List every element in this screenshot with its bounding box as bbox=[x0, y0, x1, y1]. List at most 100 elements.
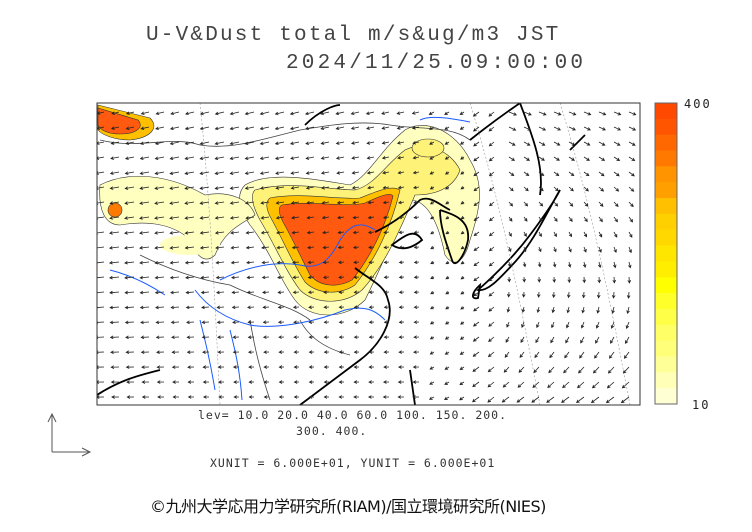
wind-arrow bbox=[231, 305, 240, 310]
colorbar-band bbox=[655, 340, 677, 357]
wind-arrow bbox=[154, 290, 165, 295]
wind-arrow bbox=[154, 260, 165, 265]
wind-arrow bbox=[108, 260, 120, 265]
wind-arrow bbox=[124, 156, 135, 160]
wind-arrow bbox=[201, 320, 210, 325]
wind-arrow bbox=[350, 111, 360, 116]
wind-arrow bbox=[472, 351, 480, 357]
wind-arrow bbox=[568, 186, 574, 192]
wind-arrow bbox=[613, 231, 618, 238]
wind-arrow bbox=[538, 126, 547, 131]
wind-arrow bbox=[321, 215, 330, 220]
wind-arrow bbox=[459, 336, 465, 340]
wind-arrow bbox=[506, 321, 510, 328]
wind-arrow bbox=[184, 186, 195, 190]
wind-arrow bbox=[352, 230, 360, 235]
wind-arrow bbox=[323, 320, 330, 324]
wind-arrow bbox=[445, 260, 450, 265]
wind-arrow bbox=[171, 365, 180, 369]
wind-arrow bbox=[214, 186, 225, 190]
wind-arrow bbox=[533, 366, 540, 374]
wind-arrow bbox=[445, 245, 450, 250]
wind-arrow bbox=[445, 201, 450, 205]
vector-units: XUNIT = 6.000E+01, YUNIT = 6.000E+01 bbox=[210, 456, 496, 470]
wind-arrow bbox=[184, 156, 195, 161]
wind-arrow bbox=[140, 126, 150, 131]
wind-arrow bbox=[628, 231, 633, 238]
wind-arrow bbox=[460, 321, 465, 325]
wind-arrow bbox=[289, 141, 300, 146]
wind-arrow bbox=[504, 351, 510, 358]
wind-arrow bbox=[611, 291, 616, 299]
wind-arrow bbox=[125, 365, 135, 369]
wind-arrow bbox=[154, 275, 165, 280]
wind-arrow bbox=[229, 156, 240, 161]
wind-arrow bbox=[126, 380, 135, 384]
wind-arrow bbox=[139, 305, 150, 310]
wind-arrow bbox=[508, 246, 512, 253]
wind-arrow bbox=[289, 111, 300, 116]
wind-arrow bbox=[263, 395, 270, 399]
wind-arrow bbox=[215, 260, 225, 265]
wind-arrow bbox=[139, 171, 150, 175]
wind-arrow bbox=[383, 245, 390, 250]
wind-arrow bbox=[367, 200, 375, 205]
dust-plumes bbox=[97, 104, 480, 316]
wind-arrow bbox=[202, 365, 210, 369]
wind-arrow bbox=[546, 396, 555, 403]
wind-arrow bbox=[139, 246, 150, 250]
wind-arrow bbox=[323, 350, 330, 354]
wind-arrow bbox=[260, 201, 270, 205]
wind-arrow bbox=[155, 126, 165, 131]
wind-arrow bbox=[367, 230, 375, 235]
wind-arrow bbox=[568, 141, 576, 146]
wind-arrow bbox=[154, 216, 165, 220]
wind-arrow bbox=[473, 201, 480, 207]
wind-arrow bbox=[613, 216, 618, 223]
colorbar-band bbox=[655, 308, 677, 326]
wind-arrow bbox=[170, 305, 180, 310]
wind-arrow bbox=[398, 230, 405, 235]
wind-arrow bbox=[579, 351, 585, 359]
wind-arrow bbox=[368, 335, 375, 339]
wind-arrow bbox=[199, 245, 210, 250]
wind-arrow bbox=[199, 171, 210, 175]
wind-arrow bbox=[596, 306, 600, 314]
wind-arrow bbox=[155, 305, 165, 310]
wind-arrow bbox=[430, 230, 435, 235]
wind-arrow bbox=[278, 380, 285, 384]
wind-arrow bbox=[488, 276, 495, 282]
wind-arrow bbox=[382, 215, 390, 220]
wind-arrow bbox=[320, 126, 330, 131]
wind-arrow bbox=[307, 290, 315, 295]
wind-arrow bbox=[413, 230, 420, 235]
wind-arrow bbox=[97, 141, 105, 145]
wind-arrow bbox=[428, 396, 435, 400]
wind-arrow bbox=[568, 246, 572, 253]
wind-arrow bbox=[487, 381, 495, 388]
wind-arrow bbox=[506, 306, 511, 313]
wind-arrow bbox=[125, 111, 135, 115]
wind-arrow bbox=[382, 200, 390, 205]
wind-arrow bbox=[365, 111, 375, 115]
wind-arrow bbox=[170, 320, 180, 325]
wind-arrow bbox=[154, 231, 165, 235]
wind-arrow bbox=[263, 350, 270, 354]
colorbar-band bbox=[655, 261, 677, 278]
wind-arrow bbox=[290, 186, 300, 190]
colorbar-band bbox=[655, 245, 677, 262]
wind-arrow bbox=[202, 395, 210, 399]
wind-arrow bbox=[428, 111, 435, 115]
wind-arrow bbox=[596, 291, 601, 299]
wind-arrow bbox=[460, 215, 465, 220]
wind-arrow bbox=[320, 111, 330, 116]
wind-arrow bbox=[337, 260, 345, 265]
wind-arrow bbox=[124, 246, 135, 250]
wind-arrow bbox=[353, 380, 360, 384]
wind-arrow bbox=[473, 291, 480, 297]
colorbar-band bbox=[655, 213, 677, 231]
wind-arrow bbox=[338, 335, 345, 339]
wind-arrow bbox=[217, 380, 225, 384]
wind-arrow bbox=[537, 276, 541, 283]
wind-arrow bbox=[184, 231, 195, 235]
